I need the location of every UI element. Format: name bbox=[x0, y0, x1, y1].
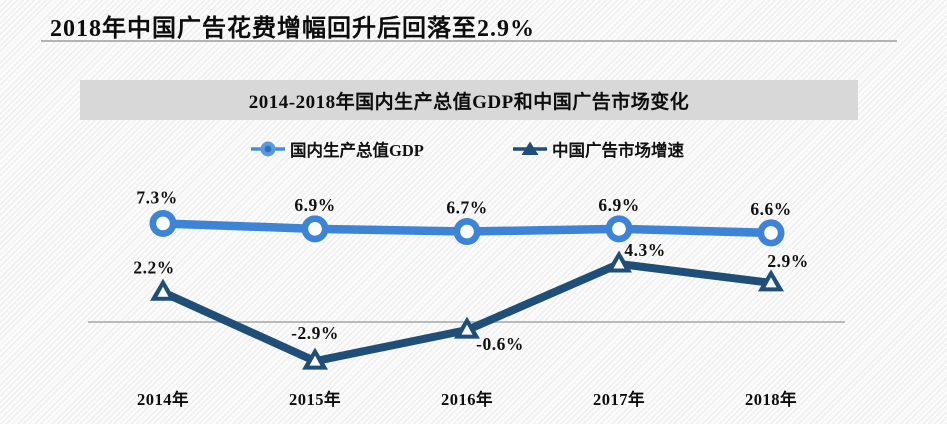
x-axis-label-2018年: 2018年 bbox=[745, 389, 797, 409]
data-label-ad-2018年: 2.9% bbox=[767, 251, 808, 271]
series-line-ad bbox=[159, 259, 775, 366]
legend-item-ad: 中国广告市场增速 bbox=[512, 138, 684, 160]
ad-marker-center-2016年 bbox=[461, 324, 473, 335]
page-title: 2018年中国广告花费增幅回升后回落至2.9% bbox=[50, 16, 535, 42]
x-axis-label-2016年: 2016年 bbox=[441, 389, 493, 409]
ad-marker-center-2018年 bbox=[765, 277, 777, 288]
ad-marker-center-2014年 bbox=[157, 286, 169, 297]
data-label-gdp-2014年: 7.3% bbox=[136, 187, 177, 207]
legend-item-gdp: 国内生产总值GDP bbox=[250, 138, 424, 160]
chart-title-banner: 2014-2018年国内生产总值GDP和中国广告市场变化 bbox=[80, 80, 858, 120]
data-label-gdp-2017年: 6.9% bbox=[598, 195, 639, 215]
data-label-ad-2016年: -0.6% bbox=[476, 334, 524, 354]
x-axis-label-2015年: 2015年 bbox=[289, 389, 341, 409]
legend-label-gdp: 国内生产总值GDP bbox=[290, 141, 424, 160]
data-label-ad-2014年: 2.2% bbox=[133, 257, 174, 277]
data-label-gdp-2015年: 6.9% bbox=[294, 195, 335, 215]
gdp-marker-center-2016年 bbox=[460, 224, 474, 239]
ad-marker-center-2015年 bbox=[309, 355, 321, 366]
data-label-gdp-2018年: 6.6% bbox=[750, 199, 791, 219]
gdp-marker-center-2017年 bbox=[612, 222, 626, 236]
gdp-marker-center-2014年 bbox=[156, 216, 170, 231]
x-axis-label-2017年: 2017年 bbox=[593, 389, 645, 409]
ad-line-triangle-icon bbox=[513, 141, 547, 155]
gdp-marker-center-2018年 bbox=[764, 226, 778, 240]
gdp-marker-center-2015年 bbox=[308, 222, 322, 236]
gdp-line-circle-icon bbox=[251, 141, 285, 157]
title-underline bbox=[41, 40, 897, 42]
x-axis-label-2014年: 2014年 bbox=[137, 389, 189, 409]
ad-marker-center-2017年 bbox=[613, 258, 625, 269]
chart-title: 2014-2018年国内生产总值GDP和中国广告市场变化 bbox=[248, 91, 690, 113]
data-label-ad-2015年: -2.9% bbox=[291, 323, 339, 343]
legend-label-ad: 中国广告市场增速 bbox=[552, 141, 684, 160]
data-label-gdp-2016年: 6.7% bbox=[446, 198, 487, 218]
data-label-ad-2017年: 4.3% bbox=[624, 240, 665, 260]
